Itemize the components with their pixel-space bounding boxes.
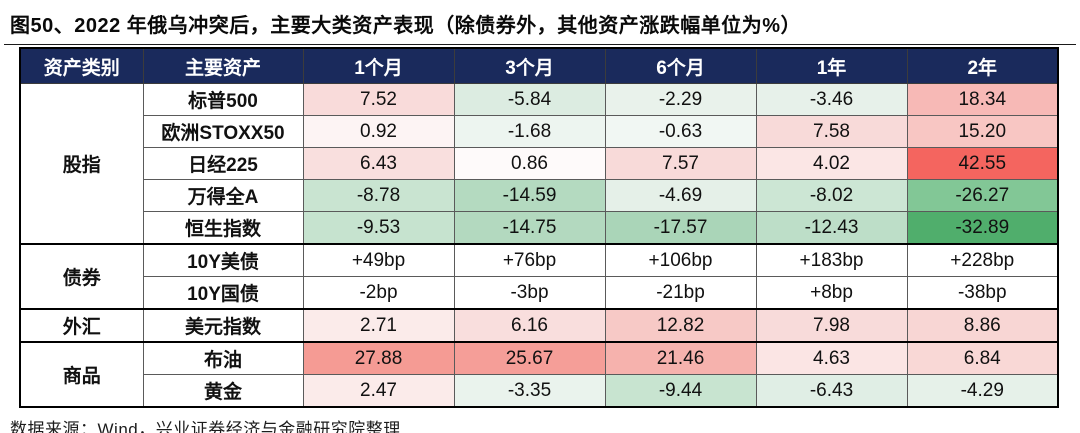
column-header-5: 1年 [755, 47, 908, 84]
asset-name-cell: 布油 [142, 341, 304, 375]
table-row: 外汇 美元指数 2.71 6.16 12.82 7.98 8.86 [19, 308, 1059, 343]
asset-name-cell: 美元指数 [142, 308, 304, 343]
value-cell: 7.98 [755, 308, 908, 343]
asset-name-cell: 万得全A [142, 179, 304, 212]
asset-name-cell: 欧洲STOXX50 [142, 115, 304, 148]
value-cell: -4.29 [906, 374, 1059, 408]
value-cell: +76bp [453, 243, 606, 277]
asset-name-cell: 10Y美债 [142, 243, 304, 277]
value-cell: -6.43 [755, 374, 908, 408]
category-cell: 外汇 [19, 308, 144, 343]
data-source: 数据来源：Wind，兴业证券经济与金融研究院整理 [10, 420, 401, 433]
value-cell: -3.46 [755, 83, 908, 116]
value-cell: 4.02 [755, 147, 908, 180]
value-cell: 12.82 [604, 308, 757, 343]
column-header-4: 6个月 [604, 47, 757, 84]
asset-name-cell: 恒生指数 [142, 211, 304, 245]
value-cell: 7.57 [604, 147, 757, 180]
value-cell: 6.84 [906, 341, 1059, 375]
asset-name-cell: 标普500 [142, 83, 304, 116]
value-cell: +106bp [604, 243, 757, 277]
value-cell: 27.88 [302, 341, 455, 375]
value-cell: -0.63 [604, 115, 757, 148]
value-cell: +8bp [755, 276, 908, 310]
asset-name-cell: 日经225 [142, 147, 304, 180]
value-cell: 6.43 [302, 147, 455, 180]
value-cell: -9.53 [302, 211, 455, 245]
value-cell: -38bp [906, 276, 1059, 310]
column-header-0: 资产类别 [19, 47, 144, 84]
value-cell: 25.67 [453, 341, 606, 375]
value-cell: -14.75 [453, 211, 606, 245]
asset-name-cell: 黄金 [142, 374, 304, 408]
value-cell: -8.02 [755, 179, 908, 212]
value-cell: -17.57 [604, 211, 757, 245]
value-cell: -1.68 [453, 115, 606, 148]
value-cell: 2.71 [302, 308, 455, 343]
table-row: 商品 布油 27.88 25.67 21.46 4.63 6.84 [19, 341, 1059, 408]
value-cell: -2.29 [604, 83, 757, 116]
table-row: 万得全A -8.78 -14.59 -4.69 -8.02 -26.27 [20, 179, 1059, 212]
table-row: 10Y国债 -2bp -3bp -21bp +8bp -38bp [20, 276, 1059, 310]
table-body: 股指 标普500 7.52 -5.84 -2.29 -3.46 18.34 欧洲STOXX50… [19, 83, 1059, 408]
value-cell: -4.69 [604, 179, 757, 212]
value-cell: -8.78 [302, 179, 455, 212]
table-header-row: 资产类别 主要资产 1个月 3个月 6个月 1年 2年 [19, 47, 1059, 84]
asset-name-cell: 10Y国债 [142, 276, 304, 310]
value-cell: +228bp [906, 243, 1059, 277]
value-cell: 6.16 [453, 308, 606, 343]
category-cell: 债券 [19, 243, 144, 310]
value-cell: 0.86 [453, 147, 606, 180]
table-row: 股指 标普500 7.52 -5.84 -2.29 -3.46 18.34 [19, 83, 1059, 245]
value-cell: -5.84 [453, 83, 606, 116]
value-cell: -2bp [302, 276, 455, 310]
table-row: 欧洲STOXX50 0.92 -1.68 -0.63 7.58 15.20 [20, 115, 1059, 148]
value-cell: -21bp [604, 276, 757, 310]
category-cell: 股指 [19, 83, 144, 245]
figure-title: 图50、2022 年俄乌冲突后，主要大类资产表现（除债券外，其他资产涨跌幅单位为… [10, 15, 802, 37]
column-header-6: 2年 [906, 47, 1059, 84]
value-cell: 18.34 [906, 83, 1059, 116]
table-row: 债券 10Y美债 +49bp +76bp +106bp +183bp +228bp [19, 243, 1059, 310]
column-header-1: 主要资产 [142, 47, 304, 84]
value-cell: -9.44 [604, 374, 757, 408]
value-cell: 8.86 [906, 308, 1059, 343]
title-divider [4, 44, 1076, 45]
value-cell: 2.47 [302, 374, 455, 408]
value-cell: -32.89 [906, 211, 1059, 245]
value-cell: 42.55 [906, 147, 1059, 180]
value-cell: 21.46 [604, 341, 757, 375]
column-header-2: 1个月 [302, 47, 455, 84]
value-cell: 15.20 [906, 115, 1059, 148]
value-cell: 7.52 [302, 83, 455, 116]
value-cell: 4.63 [755, 341, 908, 375]
value-cell: 7.58 [755, 115, 908, 148]
value-cell: -3bp [453, 276, 606, 310]
value-cell: +49bp [302, 243, 455, 277]
value-cell: -14.59 [453, 179, 606, 212]
table-row: 恒生指数 -9.53 -14.75 -17.57 -12.43 -32.89 [20, 211, 1059, 245]
table-row: 日经225 6.43 0.86 7.57 4.02 42.55 [20, 147, 1059, 180]
table-row: 黄金 2.47 -3.35 -9.44 -6.43 -4.29 [20, 374, 1059, 408]
value-cell: 0.92 [302, 115, 455, 148]
column-header-3: 3个月 [453, 47, 606, 84]
value-cell: +183bp [755, 243, 908, 277]
asset-performance-table: 资产类别 主要资产 1个月 3个月 6个月 1年 2年 股指 标普500 7.52 -5.84 -2… [19, 47, 1059, 408]
category-cell: 商品 [19, 341, 144, 408]
value-cell: -26.27 [906, 179, 1059, 212]
value-cell: -12.43 [755, 211, 908, 245]
value-cell: -3.35 [453, 374, 606, 408]
